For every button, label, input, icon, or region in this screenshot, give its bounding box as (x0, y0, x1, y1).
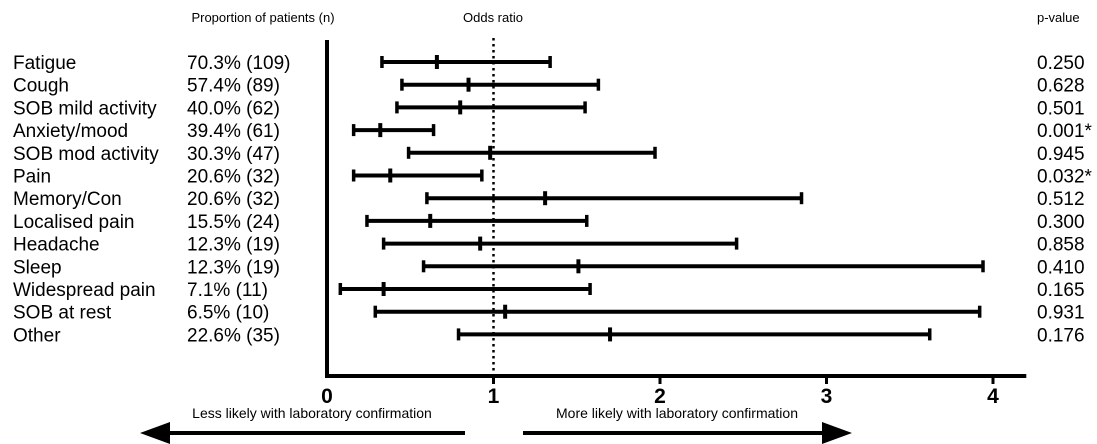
row-p-value: 0.512 (1037, 189, 1085, 210)
row-p-value: 0.176 (1037, 325, 1085, 346)
row-label: SOB mod activity (13, 144, 159, 165)
row-proportion: 40.0% (62) (187, 98, 280, 119)
row-label: SOB mild activity (13, 98, 157, 119)
row-p-value: 0.300 (1037, 212, 1085, 233)
row-proportion: 12.3% (19) (187, 235, 280, 256)
row-p-value: 0.001* (1037, 121, 1093, 142)
row-proportion: 70.3% (109) (187, 53, 291, 74)
row-p-value: 0.501 (1037, 98, 1085, 119)
row-proportion: 12.3% (19) (187, 257, 280, 278)
annotation-left: Less likely with laboratory confirmation (140, 405, 465, 444)
row-label: Cough (13, 76, 69, 97)
row-p-value: 0.410 (1037, 257, 1085, 278)
row-p-value: 0.628 (1037, 76, 1085, 97)
row-proportion: 7.1% (11) (187, 280, 268, 301)
header-proportion: Proportion of patients (n) (191, 10, 334, 25)
x-tick-label: 0 (321, 385, 333, 408)
row-label: Anxiety/mood (13, 121, 128, 142)
row-proportion: 20.6% (32) (187, 189, 280, 210)
header-p-value: p-value (1037, 10, 1080, 25)
header-odds-ratio: Odds ratio (463, 10, 523, 25)
annotation-left-arrowhead (140, 422, 170, 444)
annotation-right-arrowhead (822, 422, 852, 444)
row-proportion: 22.6% (35) (187, 325, 280, 346)
x-tick-label: 1 (488, 385, 500, 408)
row-proportion: 6.5% (10) (187, 303, 269, 324)
row-p-value: 0.032* (1037, 167, 1093, 188)
row-p-value: 0.945 (1037, 144, 1085, 165)
row-proportions: 70.3% (109)57.4% (89)40.0% (62)39.4% (61… (187, 53, 291, 346)
x-tick-label: 4 (987, 385, 999, 408)
row-label: Other (13, 325, 61, 346)
row-p-value: 0.250 (1037, 53, 1085, 74)
row-p-value: 0.858 (1037, 235, 1085, 256)
annotation-right: More likely with laboratory confirmation (523, 405, 852, 444)
x-tick-label: 2 (654, 385, 666, 408)
row-label: Headache (13, 235, 100, 256)
x-tick-label: 3 (821, 385, 833, 408)
x-axis-ticks: 0 1 2 3 4 (321, 376, 999, 408)
plot-area (325, 38, 1027, 378)
row-label: Fatigue (13, 53, 76, 74)
row-p-value: 0.165 (1037, 280, 1085, 301)
row-label: Memory/Con (13, 189, 122, 210)
row-label: Pain (13, 167, 51, 188)
row-label: Widespread pain (13, 280, 156, 301)
row-proportion: 39.4% (61) (187, 121, 280, 142)
row-label: Sleep (13, 257, 62, 278)
annotation-left-text: Less likely with laboratory confirmation (192, 405, 432, 421)
row-p-value: 0.931 (1037, 303, 1085, 324)
row-proportion: 15.5% (24) (187, 212, 280, 233)
row-proportion: 30.3% (47) (187, 144, 280, 165)
row-label: Localised pain (13, 212, 134, 233)
row-proportion: 20.6% (32) (187, 167, 280, 188)
row-label: SOB at rest (13, 303, 112, 324)
row-p-values: 0.2500.6280.5010.001*0.9450.032*0.5120.3… (1037, 53, 1093, 346)
annotation-right-text: More likely with laboratory confirmation (556, 405, 798, 421)
row-proportion: 57.4% (89) (187, 76, 280, 97)
